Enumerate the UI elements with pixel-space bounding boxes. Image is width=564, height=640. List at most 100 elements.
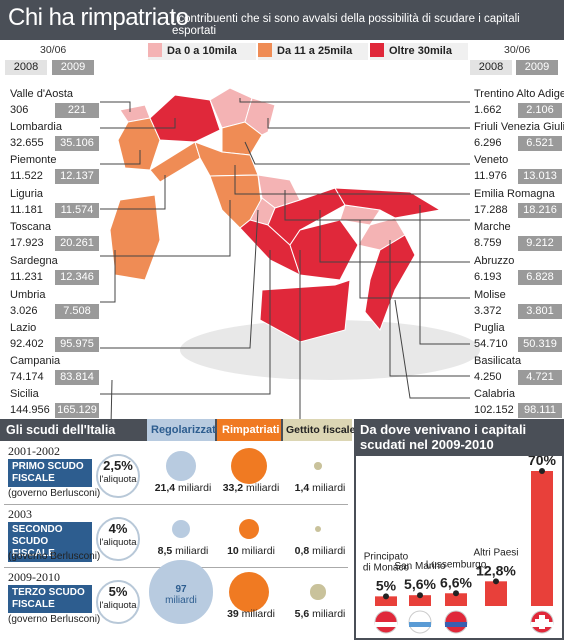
region-2008-left: 32.655: [10, 137, 44, 149]
value-gettito: 1,4 miliardi: [290, 482, 350, 494]
region-2009-right: 4.721: [518, 370, 562, 385]
region-name-right: Friuli Venezia Giulia: [474, 121, 564, 133]
year-2008-left: 2008: [5, 60, 47, 75]
region-2008-right: 6.296: [474, 137, 502, 149]
region-2008-left: 144.956: [10, 404, 50, 416]
value-number: 39: [227, 608, 239, 620]
region-2008-right: 11.976: [474, 170, 507, 182]
origin-category-label: Altri Paesi: [473, 547, 518, 558]
value-rimp: 39 miliardi: [221, 608, 281, 620]
value-circle-regol: [166, 451, 196, 481]
value-number: 5,6: [294, 608, 310, 620]
region-2009-left: 11.574: [55, 203, 99, 218]
region-2009-left: 7.508: [55, 304, 99, 319]
value-regol: 97 miliardi: [156, 584, 206, 606]
scudo-govt: (governo Berlusconi): [8, 551, 101, 562]
region-2009-left: 35.106: [55, 136, 99, 151]
value-circle-gettito: [315, 526, 321, 532]
value-number: 10: [227, 545, 239, 557]
origin-category-label: San Marino: [394, 561, 446, 572]
value-rimp: 33,2 miliardi: [221, 482, 281, 494]
region-name-right: Trentino Alto Adige: [474, 88, 564, 100]
value-number: 1,4: [294, 482, 310, 494]
legend-item-high: Oltre 30mila: [370, 43, 468, 60]
value-unit: miliardi: [309, 482, 346, 494]
legend-swatch-high: [370, 43, 384, 58]
aliquota-label: l'aliquota: [99, 600, 137, 611]
region-2008-left: 3.026: [10, 305, 38, 317]
region-2009-right: 6.828: [518, 270, 562, 285]
origin-bar: [531, 471, 553, 606]
region-name-right: Emilia Romagna: [474, 188, 555, 200]
aliquota-pct: 5%: [108, 584, 128, 599]
legend-swatch-mid: [258, 43, 272, 58]
region-2009-right: 18.216: [518, 203, 562, 218]
scudo-name: PRIMO SCUDO FISCALE: [8, 459, 92, 487]
legend-swatch-low: [148, 43, 162, 58]
region-2009-left: 83.814: [55, 370, 99, 385]
col-regol-bg: [147, 419, 215, 441]
region-name-left: Piemonte: [10, 154, 57, 166]
origin-title: Da dove venivano i capitali scudati nel …: [360, 422, 527, 452]
origin-bar-dot: [493, 578, 499, 585]
region-name-right: Puglia: [474, 322, 505, 334]
origin-category-label: di Monaco: [363, 562, 410, 573]
scudi-title: Gli scudi dell'Italia: [6, 423, 116, 437]
value-circle-gettito: [314, 462, 322, 470]
region-name-left: Liguria: [10, 188, 44, 200]
region-2009-right: 2.106: [518, 103, 562, 118]
region-2008-right: 54.710: [474, 338, 508, 350]
region-2008-right: 6.193: [474, 271, 502, 283]
value-number: 97: [175, 584, 187, 595]
region-2008-right: 102.152: [474, 404, 514, 416]
value-gettito: 5,6 miliardi: [290, 608, 350, 620]
row-divider: [4, 504, 348, 505]
region-name-right: Abruzzo: [474, 255, 515, 267]
region-2008-left: 74.174: [10, 371, 44, 383]
origin-bar-dot: [383, 593, 389, 600]
region-2009-right: 3.801: [518, 304, 562, 319]
region-2009-left: 12.346: [55, 270, 99, 285]
value-unit: miliardi: [172, 545, 209, 557]
region-name-left: Lombardia: [10, 121, 62, 133]
year-2009-left: 2009: [52, 60, 94, 75]
value-circle-rimp: [230, 447, 268, 485]
region-2009-right: 9.212: [518, 236, 562, 251]
value-circle-regol: [149, 560, 213, 624]
region-name-left: Sardegna: [10, 255, 58, 267]
scudo-name: SECONDO SCUDO FISCALE: [8, 522, 92, 562]
scudo-years: 2003: [8, 507, 32, 521]
origin-bar-dot: [453, 590, 459, 597]
legend-item-low: Da 0 a 10mila: [148, 43, 256, 60]
scudo-years: 2001-2002: [8, 444, 60, 458]
region-2009-right: 6.521: [518, 136, 562, 151]
region-2009-left: 95.975: [55, 337, 99, 352]
value-unit: miliardi: [243, 482, 280, 494]
col-gettito-bg: [283, 419, 352, 441]
region-name-left: Sicilia: [10, 388, 39, 400]
value-regol: 21,4 miliardi: [153, 482, 213, 494]
value-number: 0,8: [294, 545, 310, 557]
aliquota-circle: [96, 454, 140, 498]
region-name-right: Basilicata: [474, 355, 522, 367]
region-2008-right: 1.662: [474, 104, 502, 116]
origin-value-label: 5,6%: [404, 576, 436, 592]
origin-value-label: 6,6%: [440, 574, 472, 590]
col-gettito-label: Gettito fiscale: [286, 424, 356, 436]
aliquota-circle: [96, 580, 140, 624]
flag-stripe: [445, 622, 467, 627]
scudo-govt: (governo Berlusconi): [8, 614, 101, 625]
origin-value-label: 70%: [528, 456, 557, 468]
value-circle-regol: [171, 519, 191, 539]
value-number: 21,4: [154, 482, 176, 494]
origin-category-label: Principato: [364, 551, 409, 562]
region-2009-right: 13.013: [518, 169, 562, 184]
region-name-right: Veneto: [474, 154, 509, 166]
page-title: Chi ha rimpatriato: [8, 4, 189, 31]
region-2009-left: 12.137: [55, 169, 99, 184]
origin-bar: [409, 595, 431, 606]
region-name-left: Campania: [10, 355, 61, 367]
value-unit: miliardi: [238, 608, 275, 620]
region-2008-left: 11.181: [10, 204, 43, 216]
